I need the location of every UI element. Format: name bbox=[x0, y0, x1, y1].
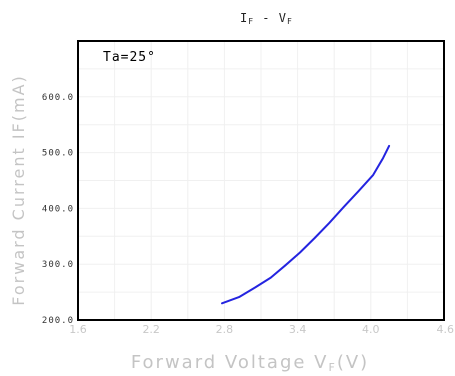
x-tick-labels: 1.6 2.2 2.8 3.4 4.0 4.6 bbox=[69, 323, 454, 336]
temperature-annotation: Ta=25° bbox=[103, 50, 156, 65]
y-tick-label: 200.0 bbox=[42, 316, 74, 326]
x-tick-label: 2.2 bbox=[142, 323, 160, 336]
x-tick-label: 3.4 bbox=[289, 323, 307, 336]
y-tick-label: 400.0 bbox=[42, 204, 74, 214]
y-axis-label: Forward Current IF(mA) bbox=[9, 74, 28, 306]
title-main: I bbox=[240, 11, 248, 25]
x-axis-label: Forward Voltage VF(V) bbox=[131, 352, 369, 374]
grid bbox=[78, 41, 444, 320]
y-tick-label: 600.0 bbox=[42, 93, 74, 103]
chart-title: IF - VF bbox=[240, 11, 293, 26]
x-tick-label: 1.6 bbox=[69, 323, 87, 336]
x-axis-label-unit: (V) bbox=[337, 352, 369, 373]
series-group bbox=[221, 144, 391, 305]
title-subscript-1: F bbox=[248, 17, 254, 26]
y-tick-label: 500.0 bbox=[42, 149, 74, 159]
title-subscript-2: F bbox=[287, 17, 293, 26]
series-line bbox=[221, 144, 391, 305]
plot-frame bbox=[77, 40, 445, 321]
x-axis-label-subscript: F bbox=[328, 361, 336, 374]
x-axis-label-main: Forward Voltage V bbox=[131, 352, 329, 373]
x-tick-label: 4.0 bbox=[362, 323, 380, 336]
title-separator: - V bbox=[254, 11, 287, 25]
x-tick-label: 4.6 bbox=[437, 323, 455, 336]
y-tick-labels: 200.0 300.0 400.0 500.0 600.0 bbox=[42, 93, 74, 326]
y-tick-label: 300.0 bbox=[42, 260, 74, 270]
x-tick-label: 2.8 bbox=[216, 323, 234, 336]
